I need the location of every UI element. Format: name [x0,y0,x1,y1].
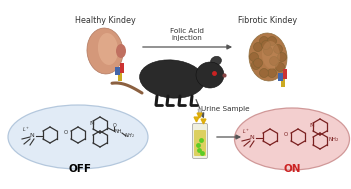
Ellipse shape [234,108,350,170]
Bar [120,63,124,73]
Circle shape [267,36,277,46]
Bar [281,73,285,87]
Circle shape [253,59,263,67]
Text: Healthy Kindey: Healthy Kindey [75,16,135,25]
Bar [283,69,287,79]
Ellipse shape [8,105,148,169]
Text: OFF: OFF [68,164,92,174]
Text: O: O [113,123,117,128]
Text: N: N [29,133,34,138]
Circle shape [276,63,285,71]
Text: $NH_2$: $NH_2$ [125,131,135,140]
Ellipse shape [211,56,221,66]
Circle shape [264,46,272,56]
Ellipse shape [262,41,280,69]
Text: N: N [310,123,314,128]
Text: Fibrotic Kindey: Fibrotic Kindey [238,16,298,25]
Ellipse shape [87,28,123,74]
Text: $L^+$: $L^+$ [242,127,250,136]
Text: Urine Sample: Urine Sample [201,106,249,112]
Text: O: O [64,130,68,135]
Circle shape [253,43,263,51]
Ellipse shape [116,44,126,58]
FancyBboxPatch shape [194,130,206,156]
Bar [118,67,122,81]
Circle shape [278,53,286,61]
Text: ON: ON [283,164,301,174]
Circle shape [261,40,271,50]
Ellipse shape [249,33,287,81]
FancyBboxPatch shape [192,123,207,159]
Ellipse shape [98,33,118,65]
Text: NH: NH [114,129,122,134]
Circle shape [250,53,258,61]
Circle shape [273,44,283,53]
Text: N: N [250,135,254,140]
Ellipse shape [140,60,204,98]
Ellipse shape [196,62,224,88]
Circle shape [252,60,260,70]
Bar [278,73,283,81]
Circle shape [267,68,277,77]
Circle shape [270,57,278,66]
Text: $L^+$: $L^+$ [22,125,30,134]
Circle shape [259,36,269,46]
Text: NH$_2$: NH$_2$ [328,135,340,144]
Bar [115,67,120,75]
Text: Folic Acid
injection: Folic Acid injection [170,28,204,41]
Text: N: N [90,121,94,126]
Text: O: O [284,132,288,137]
Circle shape [259,68,269,77]
Polygon shape [198,109,202,117]
